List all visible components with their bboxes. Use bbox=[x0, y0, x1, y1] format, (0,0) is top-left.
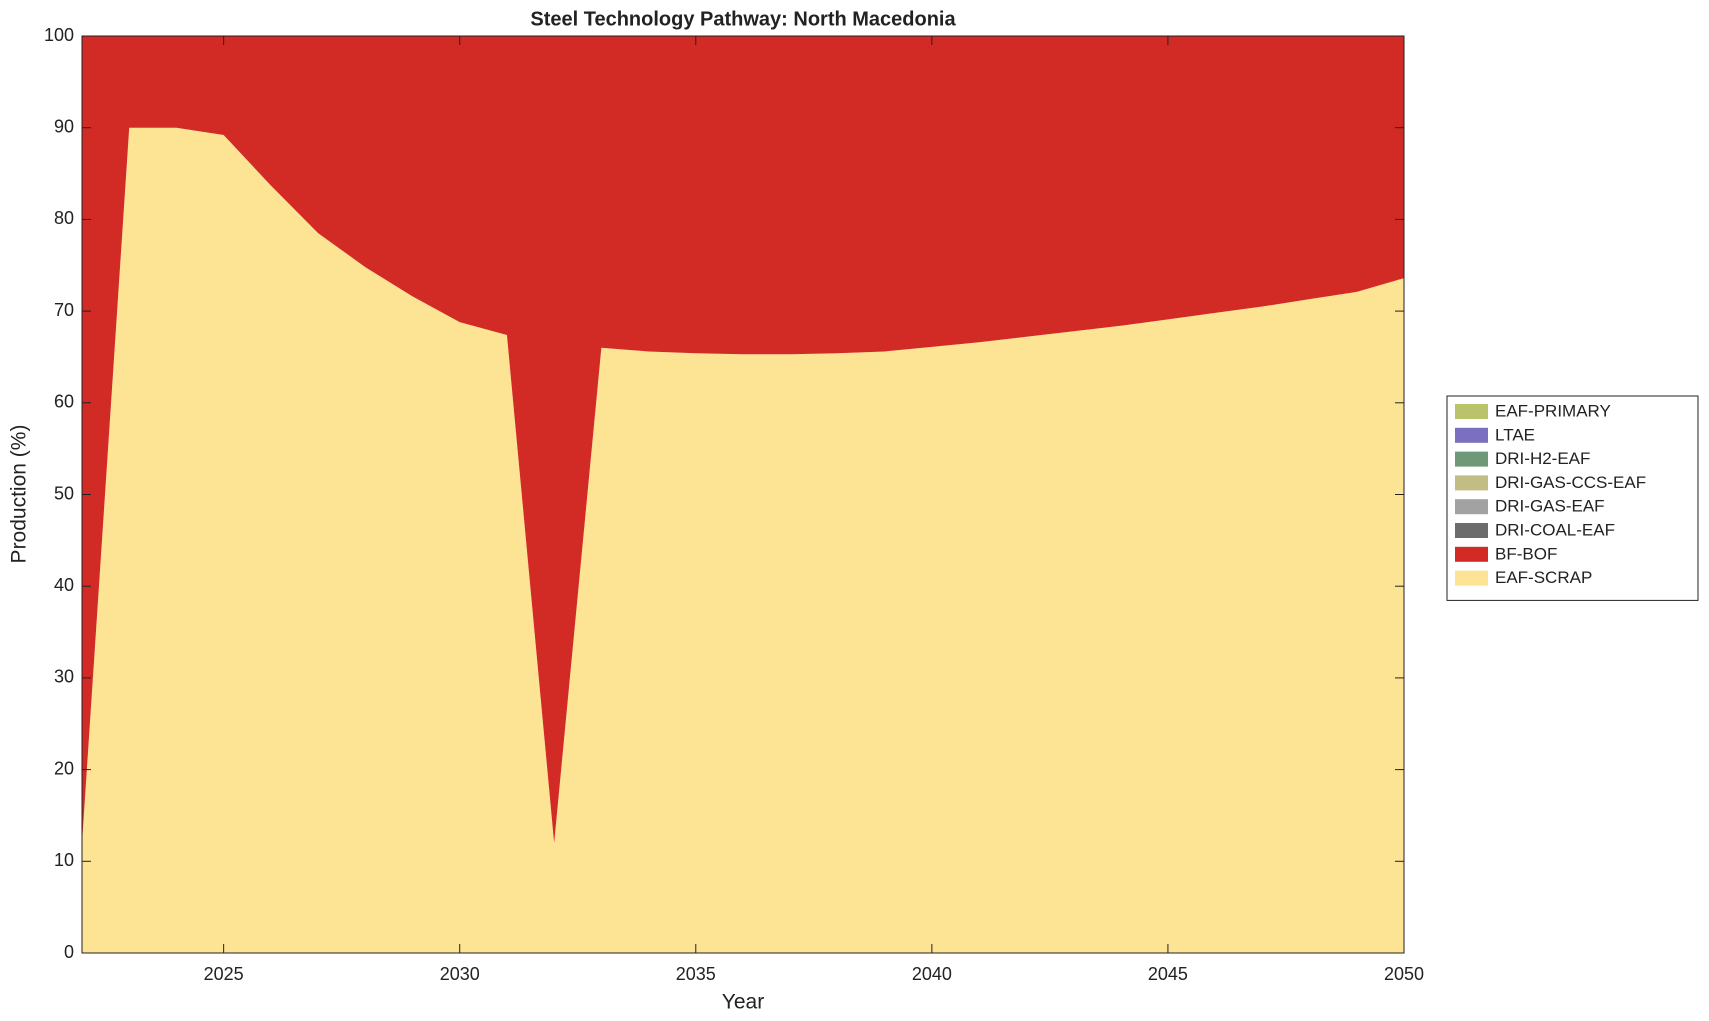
y-tick-label: 40 bbox=[54, 575, 74, 595]
y-tick-label: 70 bbox=[54, 300, 74, 320]
legend-swatch bbox=[1455, 523, 1488, 538]
legend-label: DRI-GAS-EAF bbox=[1495, 497, 1605, 516]
y-tick-label: 10 bbox=[54, 850, 74, 870]
legend-swatch bbox=[1455, 546, 1488, 562]
legend-swatch bbox=[1455, 499, 1488, 515]
area bbox=[82, 36, 1404, 843]
legend-label: BF-BOF bbox=[1495, 544, 1557, 563]
x-tick-label: 2025 bbox=[204, 964, 244, 984]
x-axis-label: Year bbox=[722, 991, 764, 1014]
x-tick-label: 2040 bbox=[912, 964, 952, 984]
legend-label: EAF-SCRAP bbox=[1495, 568, 1592, 587]
y-tick-label: 50 bbox=[54, 483, 74, 503]
y-tick-label: 30 bbox=[54, 667, 74, 687]
area bbox=[82, 127, 1404, 953]
y-tick-label: 80 bbox=[54, 208, 74, 228]
y-tick-label: 90 bbox=[54, 116, 74, 136]
y-tick-label: 20 bbox=[54, 758, 74, 778]
y-tick-label: 60 bbox=[54, 392, 74, 412]
legend-label: DRI-COAL-EAF bbox=[1495, 520, 1615, 539]
x-tick-label: 2035 bbox=[676, 964, 716, 984]
legend-label: EAF-PRIMARY bbox=[1495, 401, 1611, 420]
legend-label: LTAE bbox=[1495, 425, 1535, 444]
legend-swatch bbox=[1455, 570, 1488, 586]
y-tick-label: 100 bbox=[44, 25, 74, 45]
y-axis-label: Production (%) bbox=[8, 425, 31, 564]
legend-swatch bbox=[1455, 404, 1488, 419]
x-tick-label: 2030 bbox=[440, 964, 480, 984]
legend-label: DRI-GAS-CCS-EAF bbox=[1495, 473, 1646, 492]
x-tick-label: 2045 bbox=[1148, 964, 1188, 984]
chart-title: Steel Technology Pathway: North Macedoni… bbox=[530, 8, 956, 30]
legend-swatch bbox=[1455, 451, 1488, 467]
legend-label: DRI-H2-EAF bbox=[1495, 449, 1590, 468]
legend-box bbox=[1446, 395, 1699, 601]
x-tick-label: 2050 bbox=[1384, 964, 1424, 984]
legend-swatch bbox=[1455, 427, 1488, 443]
y-tick-label: 0 bbox=[64, 942, 74, 962]
legend-swatch bbox=[1455, 475, 1488, 491]
